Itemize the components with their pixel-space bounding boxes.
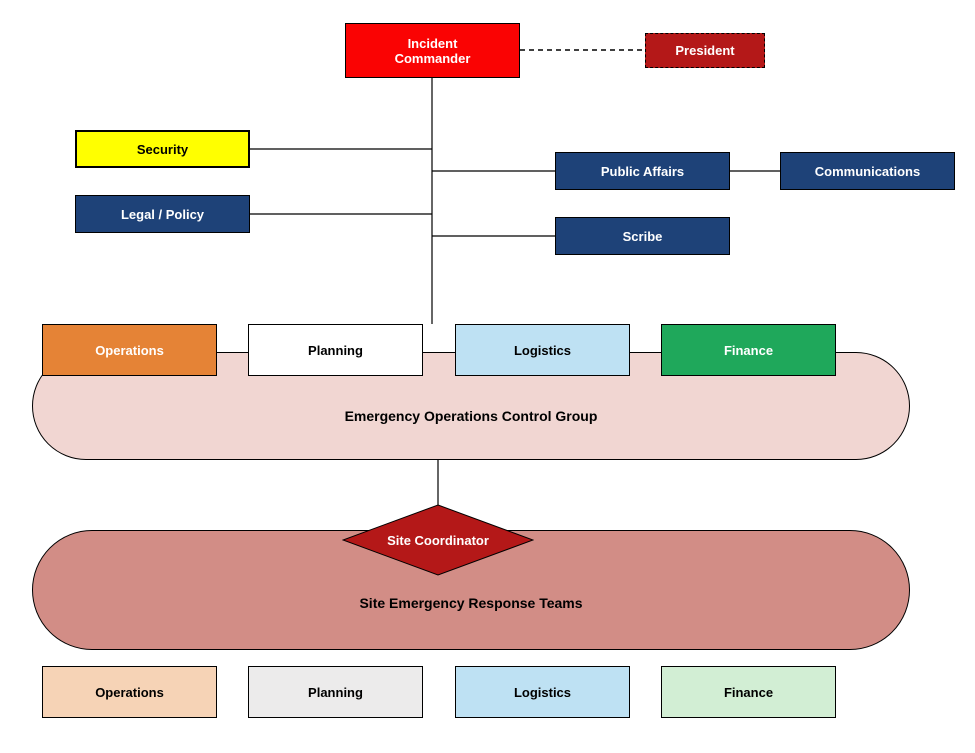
node-communications-label: Communications [815,164,920,179]
node-scribe-label: Scribe [623,229,663,244]
node-legal-label: Legal / Policy [121,207,204,222]
node-incident-commander-label: Incident Commander [395,36,471,66]
node-logistics-1-label: Logistics [514,343,571,358]
node-public-affairs: Public Affairs [555,152,730,190]
node-legal: Legal / Policy [75,195,250,233]
node-finance-1: Finance [661,324,836,376]
node-incident-commander: Incident Commander [345,23,520,78]
node-logistics-2: Logistics [455,666,630,718]
node-planning-1-label: Planning [308,343,363,358]
group-sert-label: Site Emergency Response Teams [32,595,910,611]
node-site-coordinator-label: Site Coordinator [342,504,534,576]
node-communications: Communications [780,152,955,190]
node-operations-2-label: Operations [95,685,164,700]
node-president-label: President [675,43,734,58]
node-public-affairs-label: Public Affairs [601,164,684,179]
node-security-label: Security [137,142,188,157]
node-finance-1-label: Finance [724,343,773,358]
node-finance-2: Finance [661,666,836,718]
node-president: President [645,33,765,68]
node-scribe: Scribe [555,217,730,255]
node-logistics-2-label: Logistics [514,685,571,700]
node-operations-2: Operations [42,666,217,718]
group-eocg-label: Emergency Operations Control Group [32,408,910,424]
node-planning-2: Planning [248,666,423,718]
node-security: Security [75,130,250,168]
node-planning-2-label: Planning [308,685,363,700]
node-operations-1: Operations [42,324,217,376]
node-logistics-1: Logistics [455,324,630,376]
node-operations-1-label: Operations [95,343,164,358]
node-finance-2-label: Finance [724,685,773,700]
node-planning-1: Planning [248,324,423,376]
